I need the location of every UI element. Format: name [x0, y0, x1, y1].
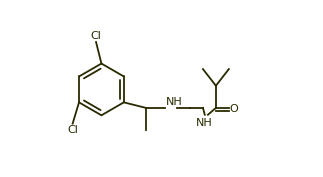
Text: NH: NH: [195, 118, 212, 128]
Text: O: O: [230, 104, 238, 114]
Text: Cl: Cl: [91, 31, 101, 41]
Text: NH: NH: [165, 97, 182, 107]
Text: Cl: Cl: [67, 125, 78, 135]
